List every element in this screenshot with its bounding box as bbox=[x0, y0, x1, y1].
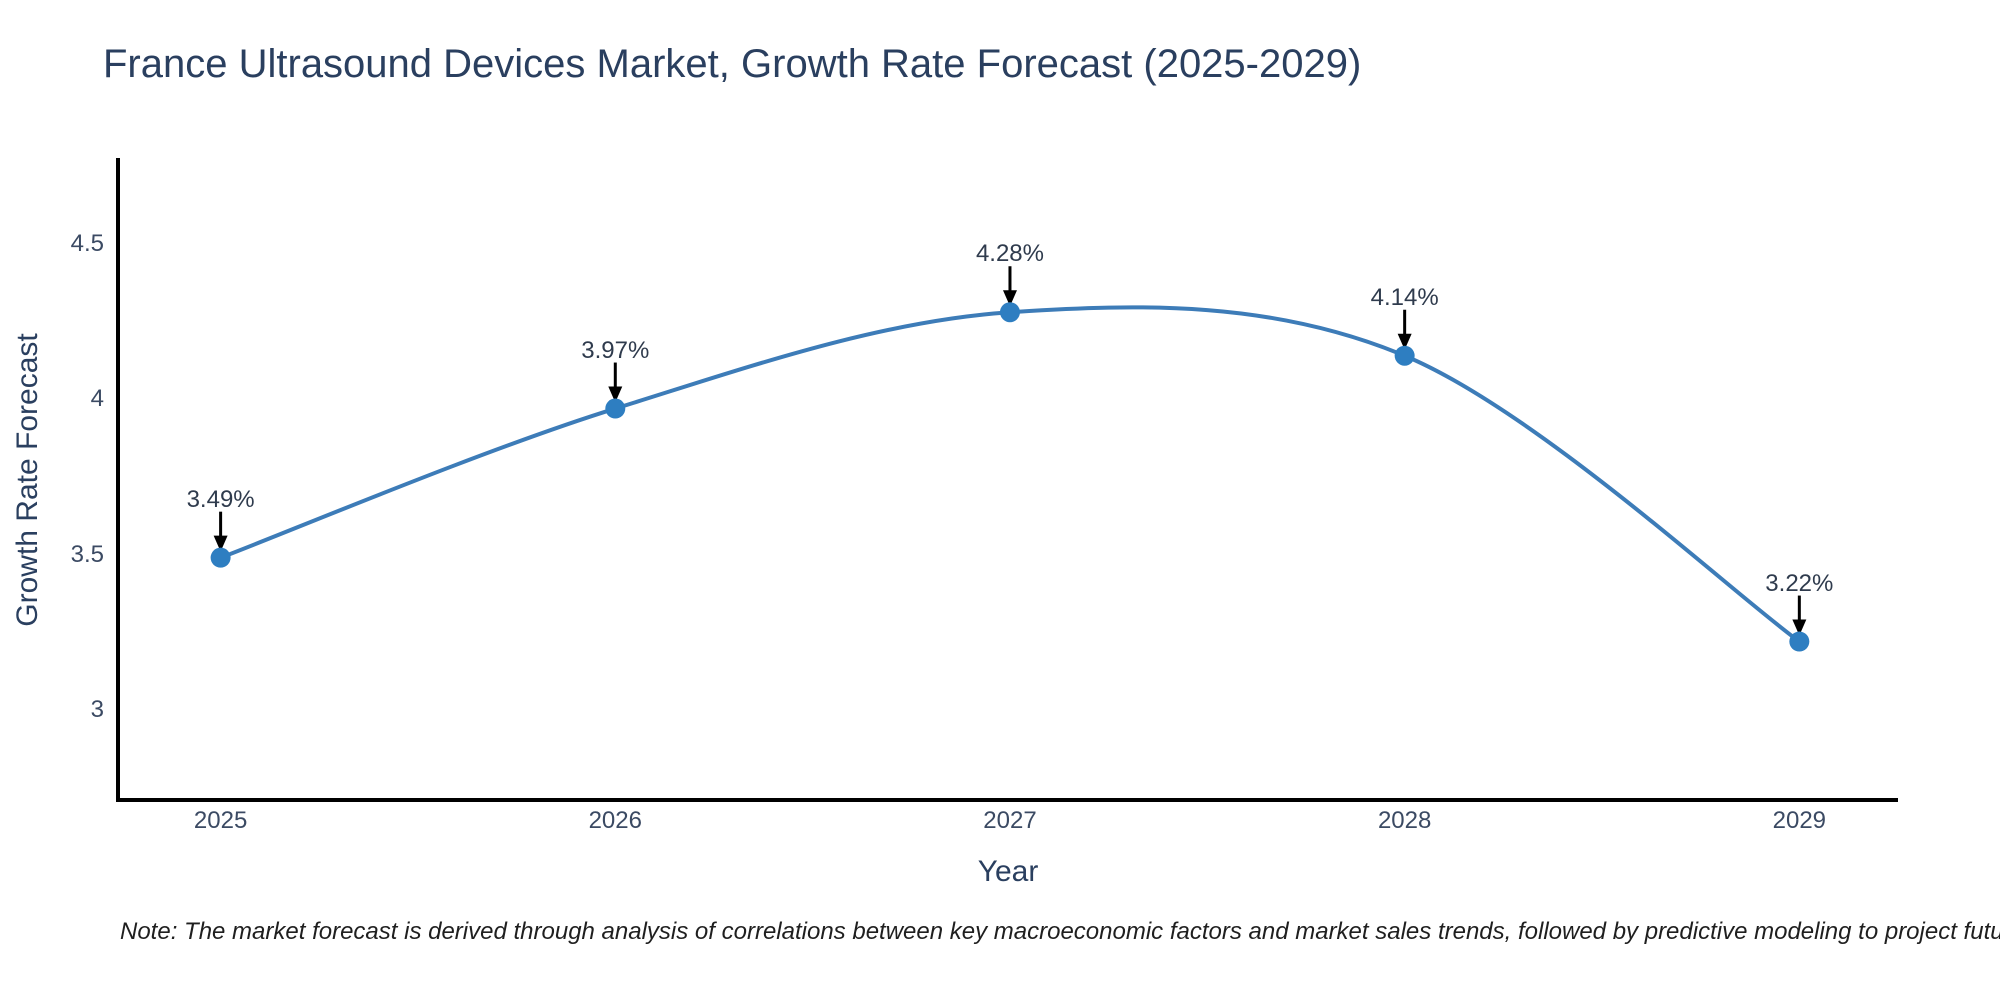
annotation-arrowhead bbox=[608, 386, 623, 403]
annotation-arrowhead bbox=[213, 535, 228, 552]
data-point-marker[interactable] bbox=[1789, 631, 1810, 652]
forecast-line bbox=[218, 305, 1802, 644]
footnote: Note: The market forecast is derived thr… bbox=[120, 918, 2000, 945]
y-tick-label: 4.5 bbox=[70, 229, 104, 257]
point-annotation-label: 3.22% bbox=[1765, 569, 1834, 597]
x-tick-label: 2028 bbox=[1377, 807, 1432, 834]
annotation-arrowhead bbox=[1397, 333, 1412, 350]
x-tick-label: 2027 bbox=[983, 807, 1037, 834]
y-tick-label: 3.5 bbox=[70, 540, 104, 568]
x-axis-title: Year bbox=[977, 855, 1039, 888]
data-point-marker[interactable] bbox=[210, 547, 231, 568]
y-tick-label: 3 bbox=[90, 695, 104, 723]
chart-title: France Ultrasound Devices Market, Growth… bbox=[103, 42, 1362, 86]
annotation-arrowhead bbox=[1002, 290, 1017, 307]
y-tick-label: 4 bbox=[90, 385, 104, 413]
point-annotation-label: 4.14% bbox=[1370, 283, 1439, 311]
annotation-arrowhead bbox=[1792, 619, 1807, 636]
point-annotation-label: 3.97% bbox=[581, 336, 650, 364]
point-annotation-label: 4.28% bbox=[975, 240, 1044, 268]
data-point-marker[interactable] bbox=[1394, 345, 1415, 366]
data-point-marker[interactable] bbox=[999, 302, 1020, 323]
x-tick-label: 2026 bbox=[588, 807, 642, 834]
point-annotation-label: 3.49% bbox=[186, 485, 255, 513]
data-point-marker[interactable] bbox=[605, 398, 626, 419]
x-tick-label: 2025 bbox=[193, 807, 248, 834]
x-tick-label: 2029 bbox=[1772, 807, 1827, 834]
